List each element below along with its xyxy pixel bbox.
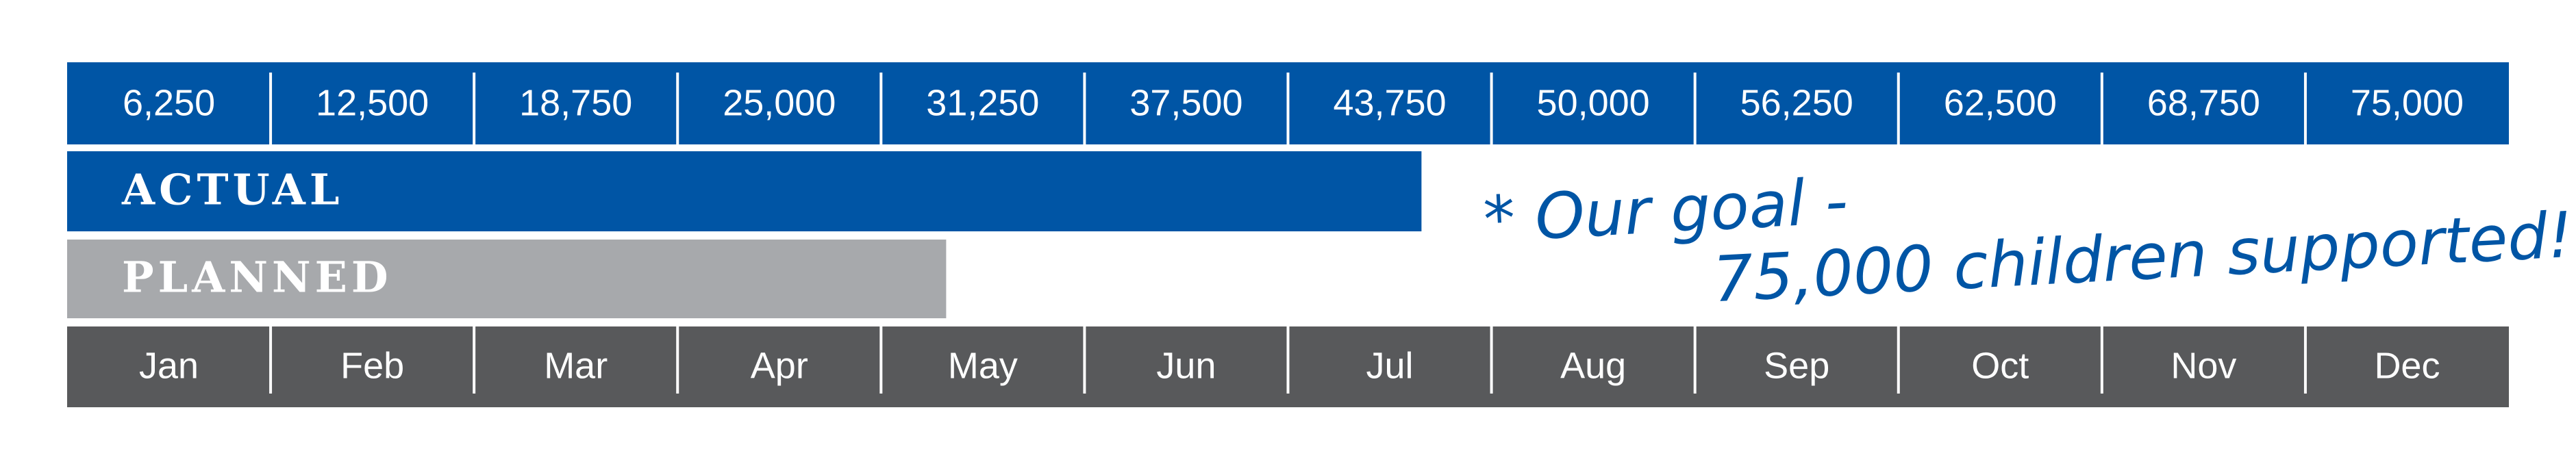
- month-label: Dec: [2374, 345, 2440, 386]
- x-tick-label: 56,250: [1740, 82, 1853, 123]
- month-label: Jan: [139, 345, 199, 386]
- x-tick-label: 43,750: [1333, 82, 1446, 123]
- x-tick-label: 37,500: [1129, 82, 1242, 123]
- month-label: Oct: [1971, 345, 2029, 386]
- series-label: PLANNED: [122, 253, 392, 303]
- series-label: ACTUAL: [121, 165, 343, 215]
- bar: [67, 151, 1422, 231]
- x-tick-label: 62,500: [1944, 82, 2057, 123]
- x-tick-label: 6,250: [123, 82, 215, 123]
- month-label: Aug: [1560, 345, 1626, 386]
- x-tick-label: 68,750: [2147, 82, 2260, 123]
- x-tick-label: 12,500: [316, 82, 429, 123]
- x-tick-label: 18,750: [519, 82, 632, 123]
- x-tick-label: 75,000: [2351, 82, 2464, 123]
- goal-note: * Our goal - 75,000 children supported!: [1481, 164, 2575, 316]
- month-label: Jun: [1156, 345, 1216, 386]
- month-label: Jul: [1366, 345, 1414, 386]
- x-tick-label: 25,000: [723, 82, 836, 123]
- month-label: Apr: [751, 345, 808, 386]
- month-label: May: [948, 345, 1018, 386]
- month-label: Mar: [544, 345, 608, 386]
- x-tick-label: 31,250: [926, 82, 1039, 123]
- x-tick-label: 50,000: [1537, 82, 1650, 123]
- bar: [67, 240, 947, 318]
- month-label: Sep: [1764, 345, 1829, 386]
- month-label: Feb: [340, 345, 404, 386]
- month-label: Nov: [2171, 345, 2236, 386]
